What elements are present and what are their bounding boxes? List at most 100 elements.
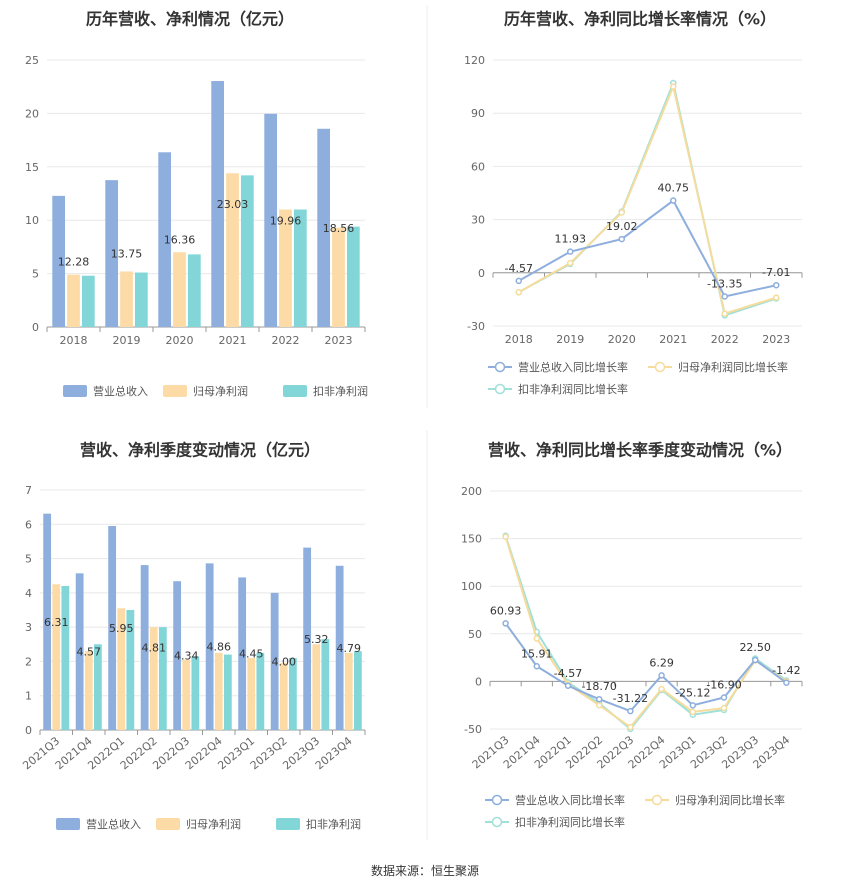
quarterly-growth-legend-marker [491,816,503,828]
annual-growth-y-tick-label: 120 [464,54,485,67]
annual-growth-x-tick-label: 2022 [711,333,739,346]
quarterly-growth-y-tick-label: -50 [464,723,482,736]
quarterly-growth-legend-marker [491,794,503,806]
quarterly-growth-data-label: -31.22 [613,692,648,705]
annual-growth-point [567,248,574,255]
annual-growth-point [618,235,625,243]
annual-values-y-tick-label: 0 [32,321,39,334]
annual-growth-legend-marker [654,361,666,373]
quarterly-growth-point [595,695,603,703]
annual-values-legend-swatch [63,385,87,397]
quarterly-values-legend: 营业总收入 归母净利润 扣非净利润 [56,817,361,831]
annual-values-y-tick-label: 25 [25,54,39,67]
quarterly-growth-data-label: 22.50 [739,641,771,654]
quarterly-values-data-label: 4.79 [337,642,362,655]
annual-values-bar-deducted-profit [134,272,148,327]
annual-values-legend-label: 归母净利润 [193,384,248,398]
quarterly-values-data-label: 6.31 [44,616,69,629]
quarterly-values-bar-net-profit [344,652,353,730]
annual-values-chart: 历年营收、净利情况（亿元） 0 5 10 15 20 25 2018 2019 2020 2021 2… [25,10,368,399]
annual-growth-y-tick-label: 0 [478,267,485,280]
quarterly-values-x-tick-label: 2023Q4 [313,734,355,772]
quarterly-values-bar-revenue [270,592,279,730]
annual-growth-x-tick-label: 2018 [505,333,533,346]
quarterly-values-legend-swatch [276,818,300,830]
quarterly-values-bar-deducted-profit [321,639,330,730]
quarterly-values-data-label: 4.34 [174,650,199,663]
annual-values-x-tick-label: 2020 [166,334,194,347]
quarterly-growth-point [627,723,634,731]
annual-values-bar-revenue [158,152,172,327]
annual-growth-point [773,294,780,301]
quarterly-growth-point [689,708,697,716]
annual-growth-x-tick-label: 2021 [659,333,687,346]
quarterly-growth-point [658,685,665,693]
quarterly-growth-y-tick-label: 50 [468,628,482,641]
annual-values-legend: 营业总收入 归母净利润 扣非净利润 [63,384,368,398]
quarterly-values-bar-deducted-profit [288,658,297,730]
annual-growth-x-tick-label: 2019 [556,333,584,346]
annual-growth-point [670,197,677,204]
quarterly-values-bar-deducted-profit [191,656,200,730]
quarterly-growth-data-label: 15.91 [521,647,553,660]
annual-values-legend-swatch [283,385,307,397]
quarterly-growth-point [720,694,728,701]
annual-growth-legend-label: 扣非净利润同比增长率 [518,382,628,396]
annual-values-x-tick-label: 2021 [219,334,247,347]
quarterly-growth-y-tick-label: 150 [461,533,482,546]
annual-growth-point [721,293,728,300]
annual-growth-legend-label: 营业总收入同比增长率 [518,360,628,374]
annual-values-bar-deducted-profit [81,275,95,327]
quarterly-values-bar-deducted-profit [223,654,232,730]
annual-values-data-label: 18.56 [323,222,355,235]
annual-growth-point [618,209,625,216]
annual-growth-y-tick-label: 60 [471,160,485,173]
annual-growth-title: 历年营收、净利同比增长率情况（%） [504,10,776,29]
quarterly-values-data-label: 4.45 [239,648,264,661]
annual-growth-point [721,310,728,317]
annual-values-y-tick-label: 5 [32,268,39,281]
quarterly-values-bar-deducted-profit [158,627,167,730]
quarterly-growth-point [627,707,634,715]
quarterly-values-bar-net-profit [312,644,321,730]
quarterly-growth-data-label: 60.93 [490,604,522,617]
quarterly-values-bar-net-profit [279,663,288,730]
annual-values-bar-deducted-profit [293,209,307,327]
annual-growth-point [670,83,677,90]
annual-values-x-tick-label: 2022 [272,334,300,347]
annual-growth-line-revenue [518,199,777,298]
annual-values-bar-revenue [317,128,331,327]
quarterly-values-bar-deducted-profit [93,644,102,730]
quarterly-growth-legend-label: 营业总收入同比增长率 [515,793,625,807]
annual-values-data-label: 12.28 [58,255,90,268]
quarterly-values-y-tick-label: 7 [25,484,32,497]
annual-values-bar-revenue [52,195,66,327]
quarterly-values-bar-revenue [238,577,247,730]
quarterly-values-data-label: 5.32 [304,633,329,646]
annual-growth-chart: 历年营收、净利同比增长率情况（%） -30 0 30 60 90 120 2018 2019 20… [464,10,803,396]
quarterly-growth-point [533,635,541,642]
annual-values-bar-net-profit [173,252,186,327]
annual-growth-point [567,259,574,267]
annual-values-y-tick-label: 10 [25,214,39,227]
quarterly-values-bar-revenue [335,565,344,730]
annual-values-data-label: 13.75 [111,248,143,261]
annual-values-data-label: 23.03 [217,198,249,211]
quarterly-growth-legend-marker [651,794,663,806]
annual-values-legend-swatch [163,385,187,397]
quarterly-values-bar-net-profit [84,651,93,730]
annual-growth-point [773,281,780,289]
annual-growth-data-label: 11.93 [555,233,587,246]
quarterly-growth-y-tick-label: 200 [461,485,482,498]
quarterly-values-bar-revenue [205,563,214,730]
annual-values-bar-revenue [105,180,119,327]
quarterly-growth-data-label: -4.57 [554,667,582,680]
quarterly-values-bar-revenue [43,513,52,730]
quarterly-values-y-tick-label: 3 [25,621,32,634]
quarterly-values-data-label: 4.57 [77,646,102,659]
quarterly-growth-point [564,682,572,690]
quarterly-growth-point [595,701,603,709]
annual-growth-point [515,277,522,285]
annual-values-legend-label: 营业总收入 [93,384,148,398]
